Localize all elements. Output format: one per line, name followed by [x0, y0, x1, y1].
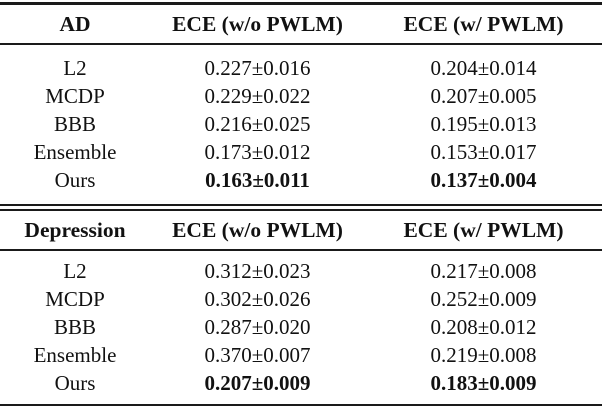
table-row: Ensemble 0.173±0.012 0.153±0.017: [0, 138, 602, 166]
table-row: BBB 0.216±0.025 0.195±0.013: [0, 110, 602, 138]
ece-without-pwlm-value: 0.173±0.012: [204, 140, 311, 164]
column-header-ece-without-pwlm: ECE (w/o PWLM): [172, 218, 343, 242]
table-row: Ensemble 0.370±0.007 0.219±0.008: [0, 341, 602, 369]
method-label: Ours: [54, 168, 96, 192]
ece-with-pwlm-value: 0.195±0.013: [430, 112, 537, 136]
table-row-ours: Ours 0.207±0.009 0.183±0.009: [0, 369, 602, 397]
column-header-ece-without-pwlm: ECE (w/o PWLM): [172, 12, 343, 36]
method-label: Ensemble: [33, 140, 117, 164]
table-row: MCDP 0.229±0.022 0.207±0.005: [0, 82, 602, 110]
method-label: Ensemble: [33, 343, 117, 367]
ece-without-pwlm-value: 0.227±0.016: [204, 56, 311, 80]
top-rule: [0, 2, 602, 5]
table-row: BBB 0.287±0.020 0.208±0.012: [0, 313, 602, 341]
section-ad: AD ECE (w/o PWLM) ECE (w/ PWLM) L2 0.227…: [0, 5, 602, 204]
ece-with-pwlm-value: 0.217±0.008: [430, 259, 537, 283]
method-label: BBB: [53, 112, 97, 136]
ece-with-pwlm-value: 0.219±0.008: [430, 343, 537, 367]
section-depression: Depression ECE (w/o PWLM) ECE (w/ PWLM) …: [0, 211, 602, 404]
ece-with-pwlm-value: 0.252±0.009: [430, 287, 537, 311]
method-label: Ours: [54, 371, 96, 395]
section-depression-header-row: Depression ECE (w/o PWLM) ECE (w/ PWLM): [0, 211, 602, 249]
ece-without-pwlm-value: 0.370±0.007: [204, 343, 311, 367]
table-row: MCDP 0.302±0.026 0.252±0.009: [0, 285, 602, 313]
ece-without-pwlm-value: 0.287±0.020: [204, 315, 311, 339]
ece-without-pwlm-value: 0.302±0.026: [204, 287, 311, 311]
method-label: MCDP: [45, 84, 105, 108]
ece-with-pwlm-value-best: 0.137±0.004: [430, 168, 537, 192]
ece-without-pwlm-value: 0.229±0.022: [204, 84, 311, 108]
header-rule: [0, 43, 602, 45]
method-label: L2: [63, 56, 87, 80]
ece-without-pwlm-value-best: 0.163±0.011: [205, 168, 310, 192]
table-row: L2 0.312±0.023 0.217±0.008: [0, 257, 602, 285]
ece-with-pwlm-value: 0.207±0.005: [430, 84, 537, 108]
ece-without-pwlm-value: 0.312±0.023: [204, 259, 311, 283]
ece-without-pwlm-value: 0.216±0.025: [204, 112, 311, 136]
ece-with-pwlm-value: 0.204±0.014: [430, 56, 537, 80]
column-header-ece-with-pwlm: ECE (w/ PWLM): [403, 218, 564, 242]
method-label: L2: [63, 259, 87, 283]
ece-without-pwlm-value-best: 0.207±0.009: [204, 371, 311, 395]
column-header-ece-with-pwlm: ECE (w/ PWLM): [403, 12, 564, 36]
table-row-ours: Ours 0.163±0.011 0.137±0.004: [0, 166, 602, 194]
column-header-depression: Depression: [24, 218, 126, 242]
column-header-ad: AD: [59, 12, 91, 36]
section-divider-double-rule: [0, 204, 602, 211]
section-depression-body: L2 0.312±0.023 0.217±0.008 MCDP 0.302±0.…: [0, 251, 602, 404]
section-ad-body: L2 0.227±0.016 0.204±0.014 MCDP 0.229±0.…: [0, 45, 602, 204]
ece-with-pwlm-value: 0.208±0.012: [430, 315, 537, 339]
table-row: L2 0.227±0.016 0.204±0.014: [0, 54, 602, 82]
bottom-rule: [0, 404, 602, 406]
header-rule: [0, 249, 602, 251]
method-label: BBB: [53, 315, 97, 339]
ece-with-pwlm-value-best: 0.183±0.009: [430, 371, 537, 395]
ece-with-pwlm-value: 0.153±0.017: [430, 140, 537, 164]
method-label: MCDP: [45, 287, 105, 311]
section-ad-header-row: AD ECE (w/o PWLM) ECE (w/ PWLM): [0, 5, 602, 43]
